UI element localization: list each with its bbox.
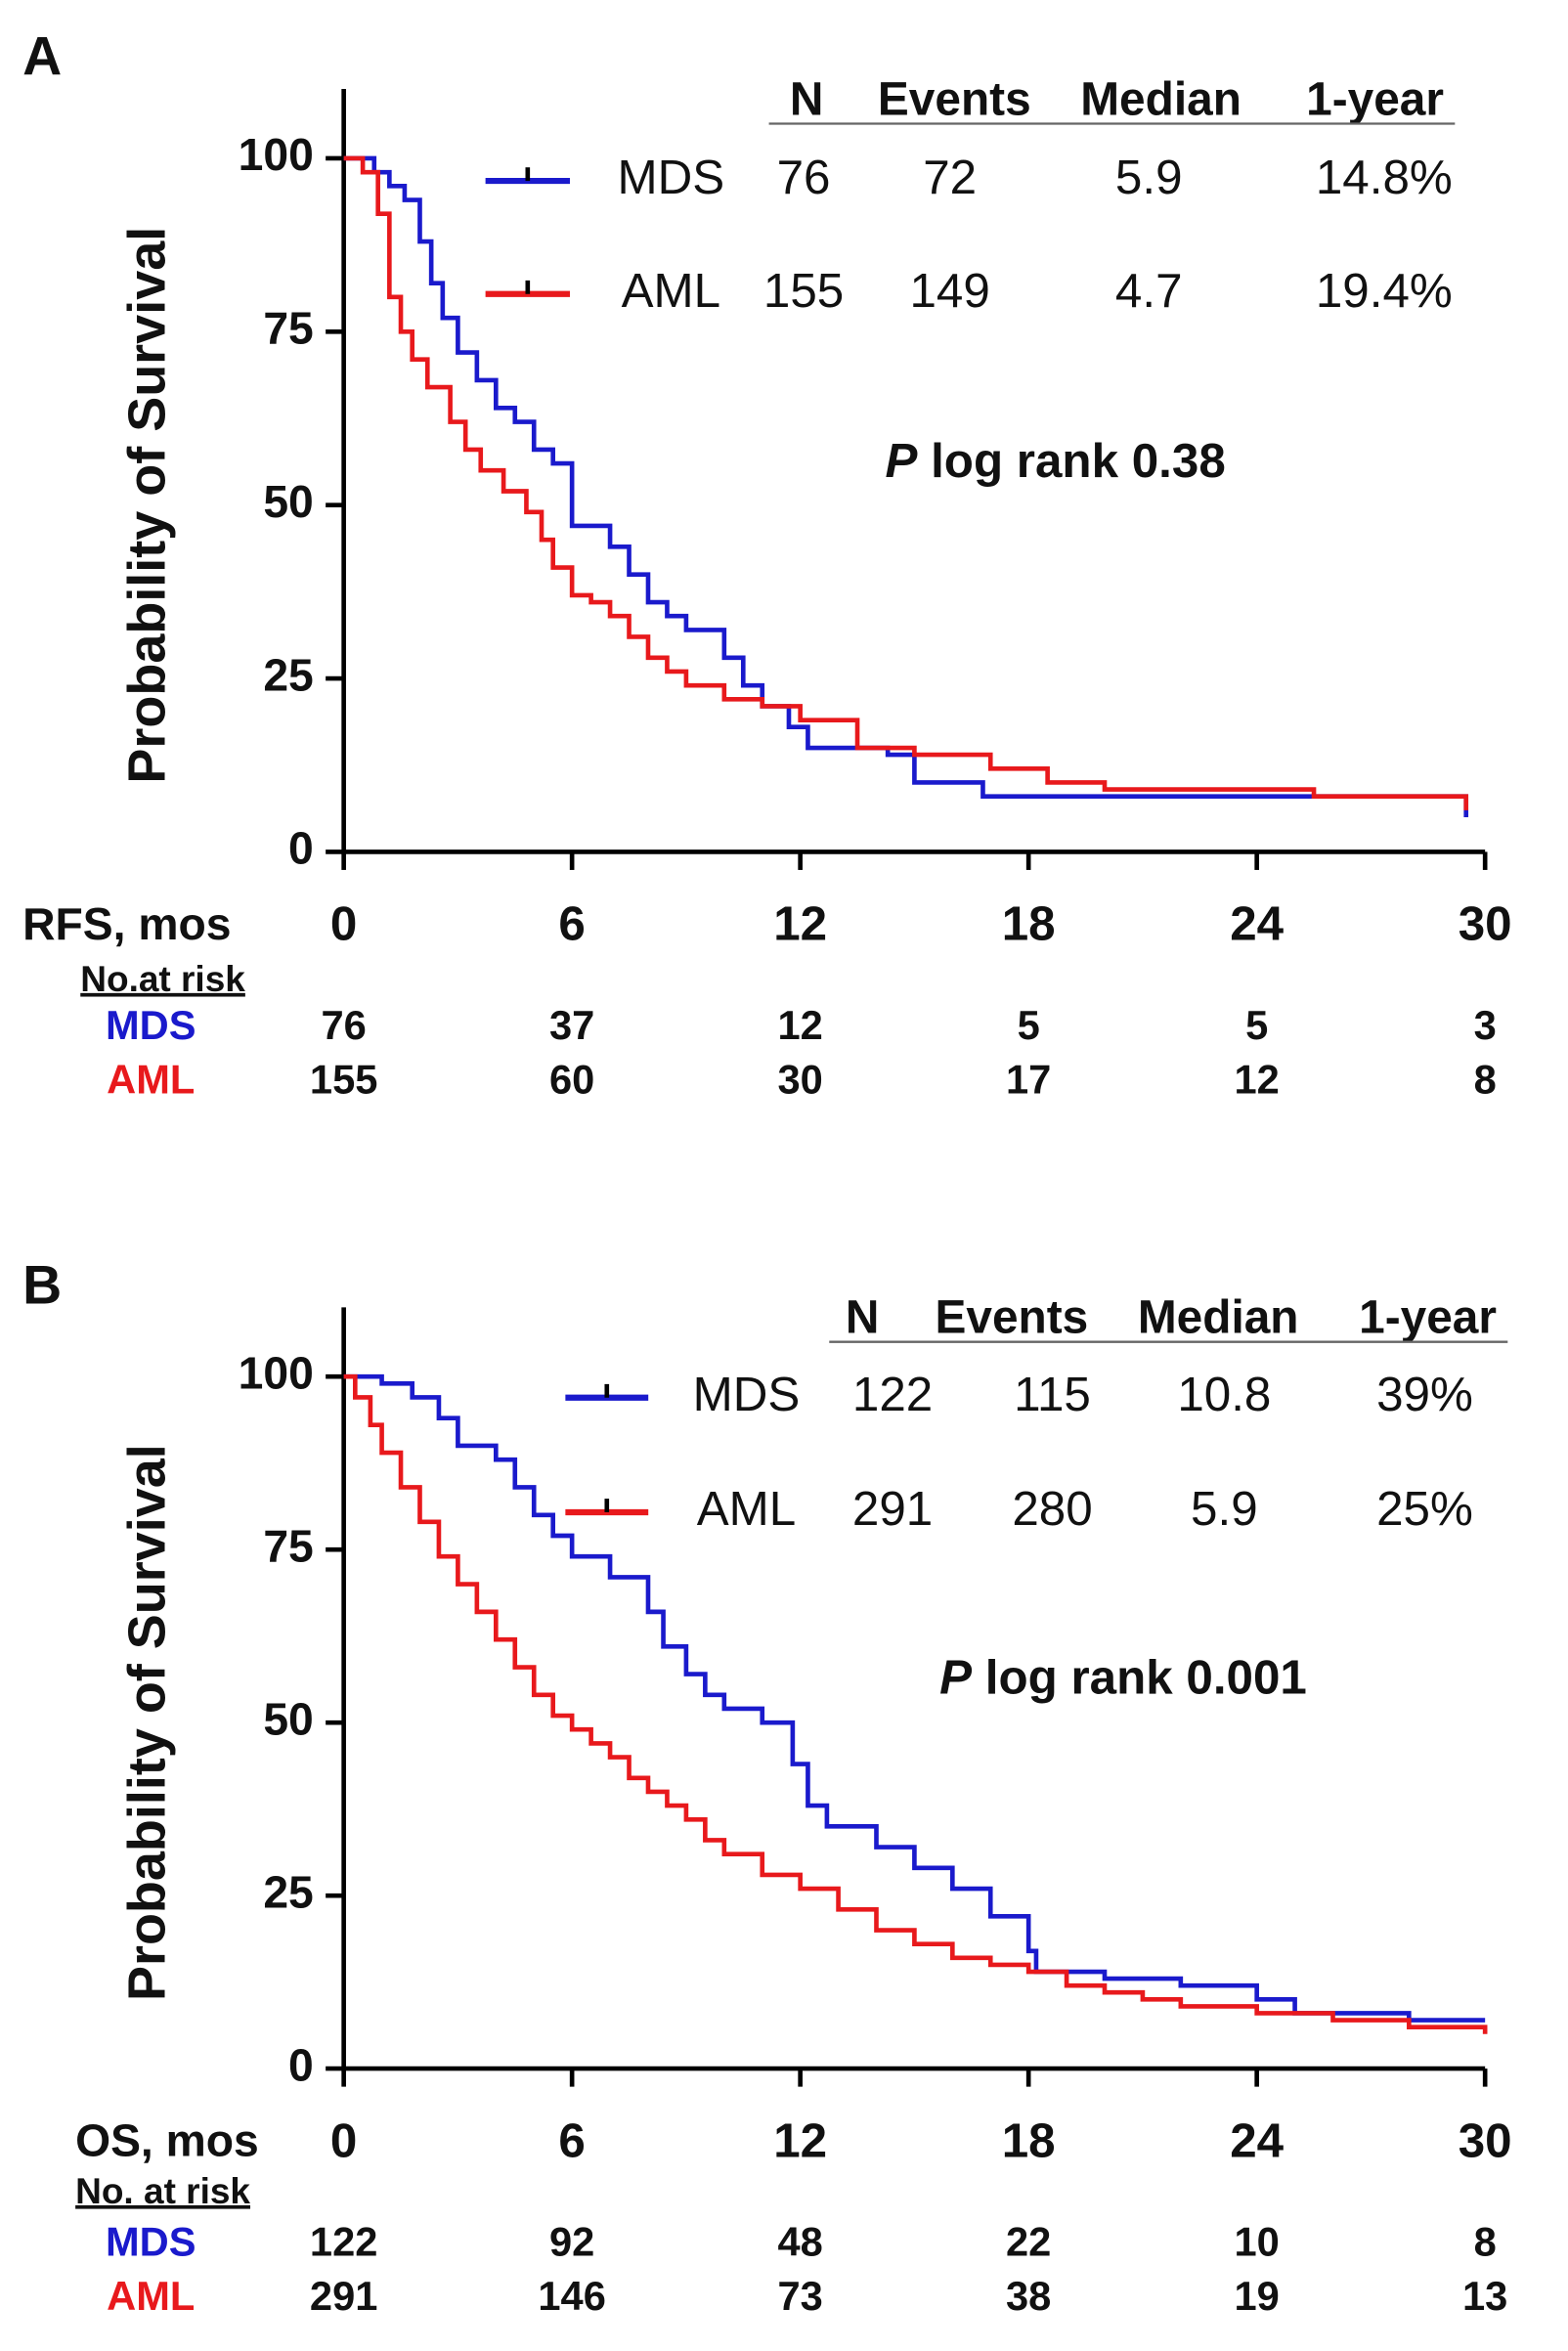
y-axis-label: Probability of Survival bbox=[117, 227, 176, 784]
y-axis-label: Probability of Survival bbox=[117, 1444, 176, 2001]
x-tick-label: 0 bbox=[330, 897, 357, 951]
stat-value: 19.4% bbox=[1316, 264, 1453, 318]
y-tick-label: 75 bbox=[263, 1520, 313, 1571]
risk-value: 19 bbox=[1235, 2273, 1280, 2319]
risk-title: No.at risk bbox=[80, 958, 245, 999]
survival-curve bbox=[343, 155, 1469, 810]
x-tick-label: 30 bbox=[1459, 2113, 1512, 2167]
panel-label: A bbox=[22, 25, 62, 86]
stat-header: Events bbox=[936, 1292, 1089, 1344]
risk-value: 30 bbox=[778, 1056, 823, 1102]
risk-row-label: AML bbox=[107, 2273, 195, 2319]
survival-curve bbox=[343, 155, 1469, 817]
risk-value: 13 bbox=[1462, 2273, 1507, 2319]
x-tick-label: 12 bbox=[773, 897, 827, 951]
risk-value: 122 bbox=[310, 2219, 377, 2265]
risk-value: 48 bbox=[778, 2219, 823, 2265]
stat-value: 122 bbox=[852, 1368, 933, 1421]
stat-header: 1-year bbox=[1359, 1292, 1497, 1344]
stat-header: N bbox=[846, 1292, 880, 1344]
stat-value: 76 bbox=[777, 151, 831, 204]
risk-value: 37 bbox=[549, 1002, 594, 1048]
stat-header: 1-year bbox=[1306, 74, 1444, 126]
stat-header: Median bbox=[1138, 1292, 1299, 1344]
x-tick-label: 6 bbox=[558, 897, 585, 951]
stat-value: 10.8 bbox=[1177, 1368, 1271, 1421]
y-tick-label: 50 bbox=[263, 476, 313, 527]
stat-value: 39% bbox=[1376, 1368, 1473, 1421]
risk-value: 155 bbox=[310, 1056, 377, 1102]
x-axis-label: OS, mos bbox=[75, 2114, 259, 2165]
stat-header: Events bbox=[878, 74, 1031, 126]
risk-value: 5 bbox=[1018, 1002, 1040, 1048]
stat-header: Median bbox=[1080, 74, 1241, 126]
stat-value: 291 bbox=[852, 1482, 933, 1536]
risk-row-label: MDS bbox=[106, 1002, 196, 1048]
annotation-p: P bbox=[939, 1651, 972, 1705]
legend-label: MDS bbox=[693, 1368, 801, 1421]
stat-value: 149 bbox=[909, 264, 989, 318]
x-tick-label: 18 bbox=[1002, 2113, 1056, 2167]
risk-value: 291 bbox=[310, 2273, 377, 2319]
stat-value: 25% bbox=[1376, 1482, 1473, 1536]
x-tick-label: 0 bbox=[330, 2113, 357, 2167]
stat-header: N bbox=[790, 74, 824, 126]
x-tick-label: 24 bbox=[1230, 2113, 1284, 2167]
stat-value: 155 bbox=[763, 264, 844, 318]
risk-value: 3 bbox=[1474, 1002, 1497, 1048]
y-tick-label: 100 bbox=[239, 129, 314, 180]
survival-curve bbox=[343, 1373, 1488, 2034]
stat-value: 4.7 bbox=[1115, 264, 1183, 318]
x-tick-label: 30 bbox=[1459, 897, 1512, 951]
risk-value: 92 bbox=[549, 2219, 594, 2265]
risk-value: 10 bbox=[1235, 2219, 1280, 2265]
annotation-p: P bbox=[885, 434, 917, 488]
risk-value: 38 bbox=[1006, 2273, 1051, 2319]
stat-value: 14.8% bbox=[1316, 151, 1453, 204]
y-tick-label: 25 bbox=[263, 649, 313, 700]
risk-value: 8 bbox=[1474, 2219, 1497, 2265]
x-tick-label: 6 bbox=[558, 2113, 585, 2167]
risk-value: 76 bbox=[321, 1002, 366, 1048]
legend-label: MDS bbox=[617, 151, 724, 204]
risk-value: 8 bbox=[1474, 1056, 1497, 1102]
risk-value: 17 bbox=[1006, 1056, 1051, 1102]
annotation: P log rank 0.001 bbox=[939, 1651, 1307, 1705]
y-tick-label: 50 bbox=[263, 1693, 313, 1744]
stat-value: 5.9 bbox=[1115, 151, 1183, 204]
risk-value: 12 bbox=[1235, 1056, 1280, 1102]
x-tick-label: 24 bbox=[1230, 897, 1284, 951]
risk-value: 22 bbox=[1006, 2219, 1051, 2265]
stat-value: 280 bbox=[1012, 1482, 1092, 1536]
risk-row-label: MDS bbox=[106, 2219, 196, 2265]
risk-value: 146 bbox=[538, 2273, 605, 2319]
x-tick-label: 12 bbox=[773, 2113, 827, 2167]
y-tick-label: 75 bbox=[263, 303, 313, 354]
y-tick-label: 0 bbox=[288, 2039, 314, 2090]
y-tick-label: 25 bbox=[263, 1866, 313, 1917]
risk-value: 12 bbox=[778, 1002, 823, 1048]
risk-row-label: AML bbox=[107, 1056, 195, 1102]
annotation: P log rank 0.38 bbox=[885, 434, 1225, 488]
survival-curve bbox=[343, 1373, 1486, 2023]
legend-label: AML bbox=[622, 264, 720, 318]
y-tick-label: 0 bbox=[288, 823, 314, 874]
y-tick-label: 100 bbox=[239, 1347, 314, 1398]
stat-value: 72 bbox=[923, 151, 977, 204]
annotation-text: log rank 0.001 bbox=[985, 1651, 1307, 1705]
legend-label: AML bbox=[697, 1482, 796, 1536]
x-axis-label: RFS, mos bbox=[22, 898, 231, 949]
risk-title: No. at risk bbox=[75, 2170, 250, 2211]
annotation-text: log rank 0.38 bbox=[931, 434, 1226, 488]
stat-value: 5.9 bbox=[1191, 1482, 1258, 1536]
risk-value: 73 bbox=[778, 2273, 823, 2319]
x-tick-label: 18 bbox=[1002, 897, 1056, 951]
risk-value: 60 bbox=[549, 1056, 594, 1102]
stat-value: 115 bbox=[1014, 1368, 1091, 1421]
risk-value: 5 bbox=[1245, 1002, 1268, 1048]
panel-label: B bbox=[22, 1254, 62, 1315]
